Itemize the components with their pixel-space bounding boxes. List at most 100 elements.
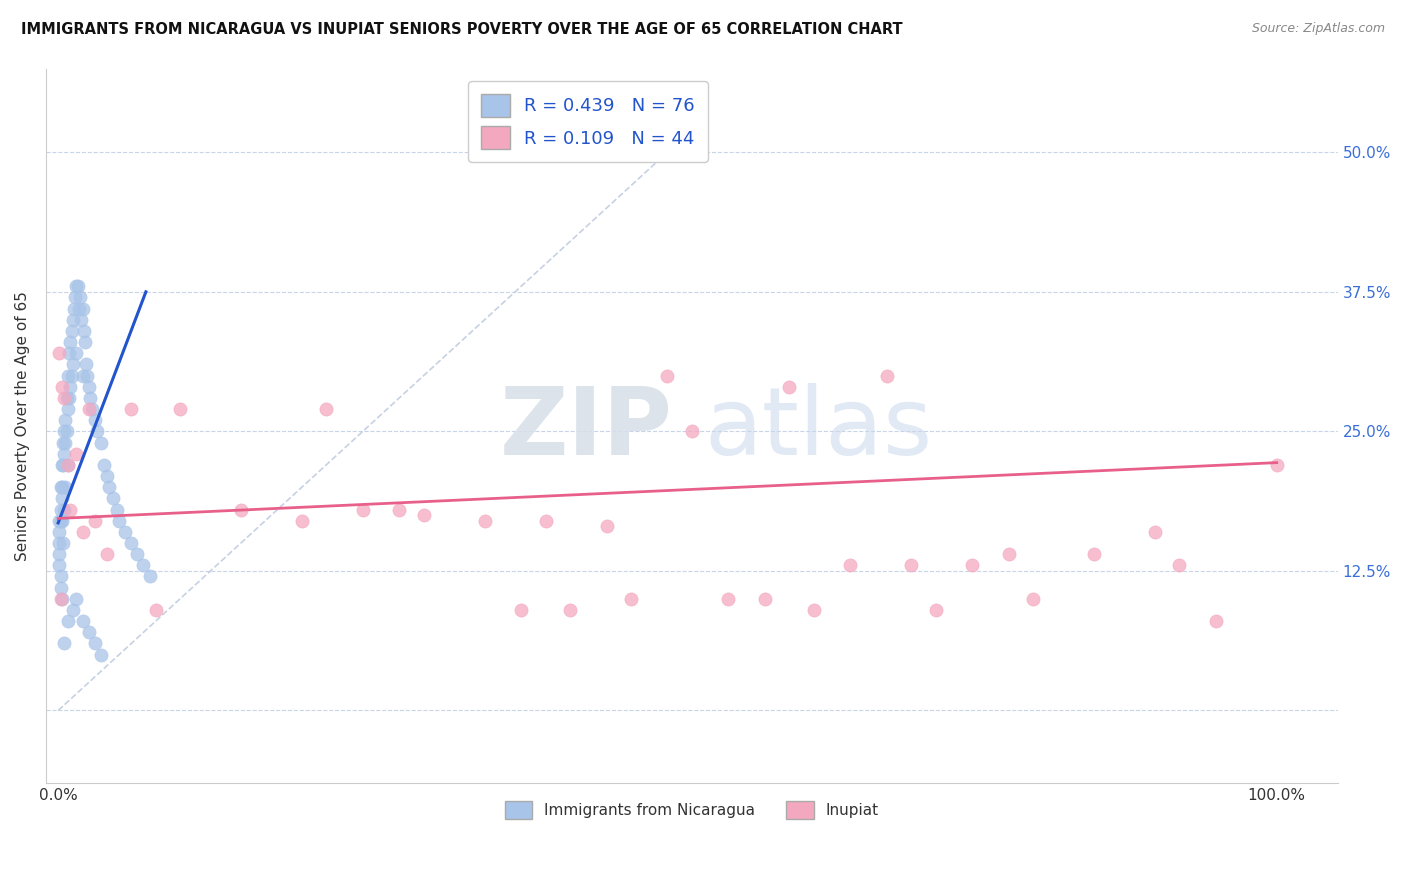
Point (63, 301, 86, 316)
Point (98, 480, 121, 494)
Point (114, 524, 136, 539)
Text: atlas: atlas (704, 384, 934, 475)
Point (73, 334, 96, 349)
Text: Source: ZipAtlas.com: Source: ZipAtlas.com (1251, 22, 1385, 36)
Point (76, 368, 98, 383)
Point (69, 290, 91, 304)
Point (65, 447, 87, 461)
Point (63, 290, 86, 304)
Point (657, 368, 679, 383)
Point (120, 402, 142, 417)
Point (169, 402, 191, 417)
Point (59, 502, 82, 516)
Point (96, 547, 118, 561)
Point (51, 491, 73, 506)
Point (900, 558, 922, 573)
Point (229, 502, 252, 516)
Point (60, 368, 83, 383)
Point (1022, 591, 1045, 606)
Point (1168, 558, 1191, 573)
Point (65, 346, 87, 360)
Point (70, 312, 93, 326)
Point (93, 458, 115, 472)
Point (60, 324, 83, 338)
Y-axis label: Seniors Poverty Over the Age of 65: Seniors Poverty Over the Age of 65 (15, 291, 30, 561)
Point (778, 380, 800, 394)
Point (510, 603, 533, 617)
Point (839, 558, 862, 573)
Point (412, 508, 434, 522)
Point (53, 447, 76, 461)
Point (56, 368, 79, 383)
Point (72, 301, 94, 316)
Point (145, 603, 167, 617)
Point (56, 614, 79, 628)
Point (72, 614, 94, 628)
Text: ZIP: ZIP (499, 384, 672, 475)
Point (120, 536, 142, 550)
Point (90, 648, 112, 662)
Point (55, 391, 77, 405)
Point (72, 524, 94, 539)
Point (49, 591, 72, 606)
Point (59, 380, 82, 394)
Point (595, 519, 617, 533)
Point (53, 391, 76, 405)
Point (388, 502, 411, 516)
Point (53, 425, 76, 439)
Point (72, 368, 94, 383)
Point (53, 502, 76, 516)
Point (55, 435, 77, 450)
Point (82, 402, 104, 417)
Point (49, 514, 72, 528)
Point (717, 591, 740, 606)
Point (997, 547, 1019, 561)
Point (51, 458, 73, 472)
Point (48, 524, 70, 539)
Point (1143, 524, 1166, 539)
Point (960, 558, 983, 573)
Point (52, 435, 75, 450)
Point (291, 514, 314, 528)
Point (77, 625, 100, 640)
Legend: Immigrants from Nicaragua, Inupiat: Immigrants from Nicaragua, Inupiat (499, 795, 884, 825)
Point (681, 425, 703, 439)
Point (51, 514, 73, 528)
Point (65, 591, 87, 606)
Point (558, 603, 581, 617)
Point (138, 569, 160, 583)
Point (62, 357, 84, 371)
Point (48, 536, 70, 550)
Point (52, 458, 75, 472)
Point (127, 547, 149, 561)
Point (48, 514, 70, 528)
Point (83, 636, 105, 650)
Point (105, 502, 128, 516)
Point (96, 469, 118, 483)
Point (754, 591, 776, 606)
Point (62, 603, 84, 617)
Point (352, 502, 374, 516)
Point (803, 603, 825, 617)
Point (534, 514, 557, 528)
Point (67, 301, 90, 316)
Point (53, 636, 76, 650)
Point (474, 514, 496, 528)
Point (315, 402, 337, 417)
Point (876, 368, 898, 383)
Point (51, 591, 73, 606)
Text: IMMIGRANTS FROM NICARAGUA VS INUPIAT SENIORS POVERTY OVER THE AGE OF 65 CORRELAT: IMMIGRANTS FROM NICARAGUA VS INUPIAT SEN… (21, 22, 903, 37)
Point (75, 357, 97, 371)
Point (79, 391, 101, 405)
Point (59, 334, 82, 349)
Point (77, 402, 100, 417)
Point (58, 346, 80, 360)
Point (58, 391, 80, 405)
Point (51, 380, 73, 394)
Point (49, 569, 72, 583)
Point (48, 346, 70, 360)
Point (56, 402, 79, 417)
Point (55, 425, 77, 439)
Point (1083, 547, 1105, 561)
Point (66, 279, 89, 293)
